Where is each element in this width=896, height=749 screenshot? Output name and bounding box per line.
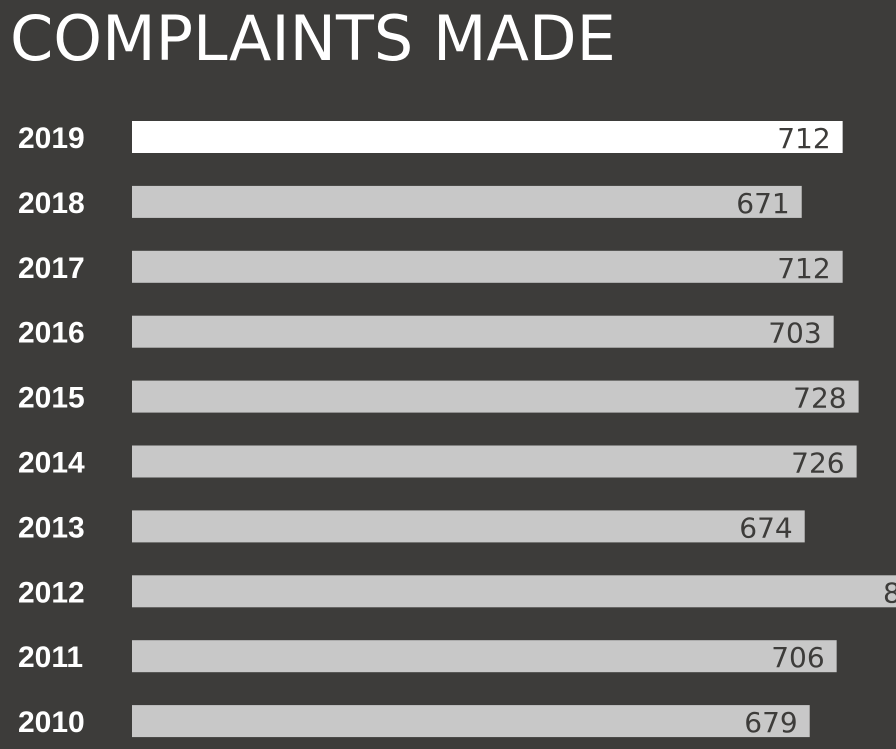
- year-label-2012: 2012: [18, 576, 85, 609]
- year-label-2018: 2018: [18, 187, 85, 220]
- bar-2011: [132, 640, 837, 673]
- bar-2019: [132, 121, 843, 153]
- bar-2010: [132, 705, 810, 738]
- value-label-2019: 712: [777, 122, 830, 155]
- bar-2013: [132, 510, 805, 543]
- value-label-2011: 706: [771, 641, 824, 674]
- value-label-2013: 674: [739, 511, 792, 544]
- year-label-2013: 2013: [18, 511, 85, 544]
- year-label-2011: 2011: [18, 641, 83, 674]
- value-label-2010: 679: [744, 706, 797, 739]
- bar-2012: [132, 575, 896, 608]
- bar-2014: [132, 445, 857, 478]
- value-label-2012: 818: [883, 576, 896, 609]
- bar-2017: [132, 250, 843, 283]
- year-label-2016: 2016: [18, 317, 85, 350]
- value-label-2015: 728: [793, 382, 846, 415]
- bar-2018: [132, 185, 802, 218]
- bar-2016: [132, 315, 834, 348]
- bar-2015: [132, 380, 859, 413]
- value-label-2016: 703: [768, 317, 821, 350]
- value-label-2018: 671: [736, 187, 789, 220]
- year-label-2017: 2017: [18, 252, 85, 285]
- year-label-2014: 2014: [18, 447, 85, 480]
- value-label-2014: 726: [791, 447, 844, 480]
- year-label-2019: 2019: [18, 122, 85, 155]
- year-label-2015: 2015: [18, 382, 85, 415]
- year-label-2010: 2010: [18, 706, 85, 739]
- value-label-2017: 712: [777, 252, 830, 285]
- chart-title: COMPLAINTS MADE: [10, 2, 616, 75]
